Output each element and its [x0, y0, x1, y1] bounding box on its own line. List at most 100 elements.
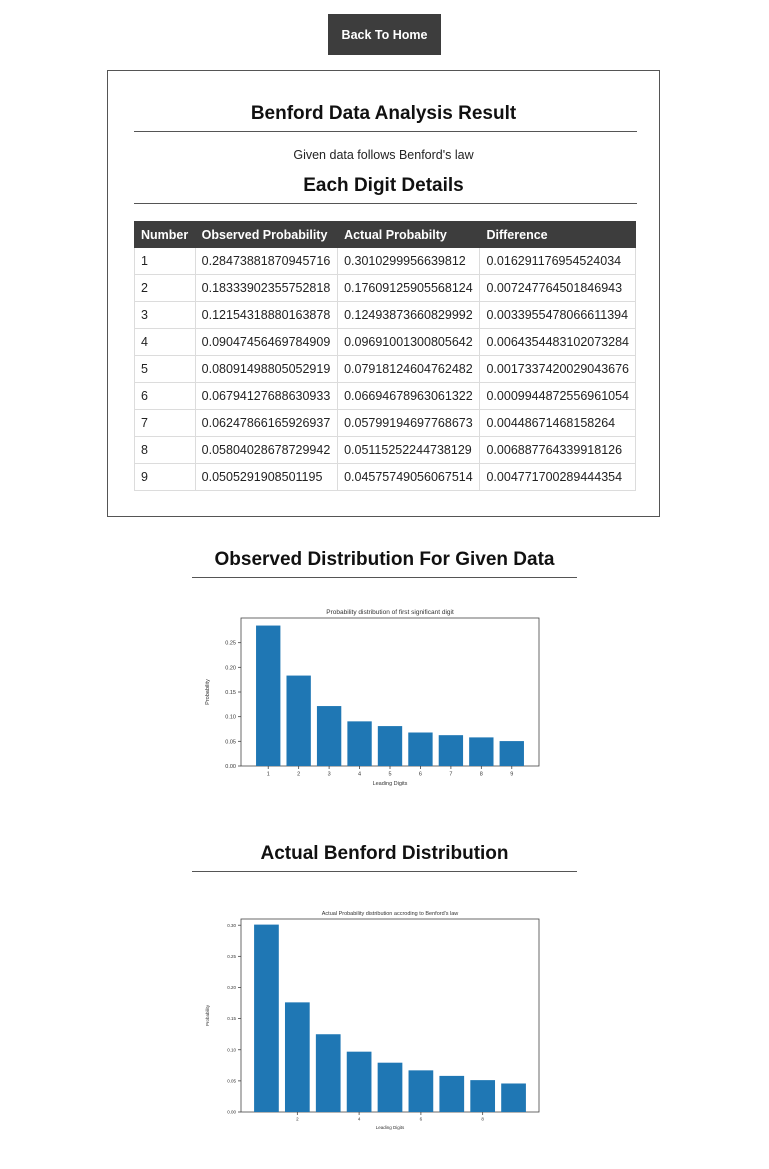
cell-number: 8: [134, 436, 196, 464]
x-tick-label: 2: [297, 772, 300, 778]
bar-digit-3: [315, 1034, 341, 1112]
bar-digit-8: [470, 1080, 496, 1112]
y-tick-label: 0.15: [225, 690, 236, 696]
x-tick-label: 1: [267, 772, 270, 778]
bar-digit-2: [284, 1002, 310, 1112]
bar-digit-5: [377, 1062, 403, 1112]
cell-observed: 0.18333902355752818: [194, 274, 339, 302]
digit-details-title: Each Digit Details: [303, 175, 464, 196]
x-tick-label: 6: [420, 1117, 423, 1122]
table-row: 2 0.18333902355752818 0.17609125905568124 0…: [134, 274, 636, 302]
cell-difference: 0.0033955478066611394: [479, 301, 636, 329]
cell-difference: 0.006887764339918126: [479, 436, 636, 464]
cell-difference: 0.0017337420029043676: [479, 355, 636, 383]
bar-digit-3: [316, 706, 342, 766]
x-tick-label: 7: [449, 772, 452, 778]
observed-distribution-title: Observed Distribution For Given Data: [214, 549, 555, 570]
x-axis-label: Leading Digits: [373, 781, 408, 787]
y-tick-label: 0.10: [227, 1047, 236, 1052]
table-row: 4 0.09047456469784909 0.09691001300805642 0…: [134, 328, 636, 356]
y-tick-label: 0.20: [225, 665, 236, 671]
cell-actual: 0.09691001300805642: [337, 328, 481, 356]
y-tick-label: 0.25: [225, 641, 236, 647]
divider: [134, 203, 637, 204]
table-row: 3 0.12154318880163878 0.12493873660829992 0…: [134, 301, 636, 329]
x-tick-label: 8: [481, 1117, 484, 1122]
actual-distribution-title: Actual Benford Distribution: [260, 843, 509, 864]
cell-actual: 0.3010299956639812: [337, 247, 481, 275]
y-tick-label: 0.05: [225, 739, 236, 745]
bar-digit-5: [377, 726, 403, 766]
table-body: 1 0.28473881870945716 0.3010299956639812 0.…: [134, 247, 636, 491]
y-axis-label: Probability: [205, 1004, 210, 1026]
bar-digit-1: [256, 625, 281, 766]
result-summary: Given data follows Benford's law: [293, 148, 474, 162]
x-tick-label: 2: [296, 1117, 299, 1122]
x-tick-label: 5: [388, 772, 391, 778]
cell-number: 9: [134, 463, 196, 491]
x-tick-label: 6: [419, 772, 422, 778]
table-row: 5 0.08091498805052919 0.07918124604762482 0…: [134, 355, 636, 383]
divider: [192, 577, 577, 578]
y-tick-label: 0.00: [225, 764, 236, 770]
bar-digit-6: [408, 1070, 434, 1112]
cell-number: 4: [134, 328, 196, 356]
table-header-row: Number Observed Probability Actual Proba…: [134, 221, 636, 248]
table-row: 8 0.05804028678729942 0.05115252244738129 0…: [134, 436, 636, 464]
table-row: 6 0.06794127688630933 0.06694678963061322 0…: [134, 382, 636, 410]
cell-number: 3: [134, 301, 196, 329]
cell-number: 5: [134, 355, 196, 383]
cell-difference: 0.0009944872556961054: [479, 382, 636, 410]
bar-digit-2: [286, 675, 311, 766]
x-tick-label: 4: [358, 1117, 361, 1122]
back-to-home-button[interactable]: Back To Home: [328, 14, 441, 55]
chart-title: Actual Probability distribution accrodin…: [322, 911, 459, 917]
bar-digit-7: [439, 1075, 465, 1112]
cell-observed: 0.06794127688630933: [194, 382, 339, 410]
x-tick-label: 8: [480, 772, 483, 778]
x-tick-label: 4: [358, 772, 361, 778]
table-row: 9 0.0505291908501195 0.04575749056067514 0.…: [134, 463, 636, 491]
y-tick-label: 0.25: [227, 954, 236, 959]
cell-actual: 0.17609125905568124: [337, 274, 481, 302]
cell-observed: 0.06247866165926937: [194, 409, 339, 437]
cell-number: 1: [134, 247, 196, 275]
bar-digit-6: [408, 732, 433, 766]
y-tick-label: 0.30: [227, 923, 236, 928]
digit-details-table: Number Observed Probability Actual Proba…: [134, 221, 636, 491]
column-header-difference: Difference: [479, 221, 636, 248]
bar-digit-9: [501, 1083, 526, 1112]
y-tick-label: 0.20: [227, 985, 236, 990]
cell-actual: 0.04575749056067514: [337, 463, 481, 491]
bar-digit-4: [347, 721, 372, 766]
bar-digit-9: [499, 741, 524, 766]
cell-actual: 0.06694678963061322: [337, 382, 481, 410]
cell-difference: 0.0064354483102073284: [479, 328, 636, 356]
divider: [192, 871, 577, 872]
y-tick-label: 0.05: [227, 1078, 236, 1083]
divider: [134, 131, 637, 132]
chart-title: Probability distribution of first signif…: [326, 609, 454, 616]
y-axis-label: Probability: [205, 679, 211, 705]
cell-observed: 0.05804028678729942: [194, 436, 339, 464]
x-axis-label: Leading Digits: [376, 1125, 405, 1130]
y-tick-label: 0.15: [227, 1016, 236, 1021]
cell-actual: 0.07918124604762482: [337, 355, 481, 383]
cell-observed: 0.0505291908501195: [194, 463, 339, 491]
x-tick-label: 3: [328, 772, 331, 778]
bar-digit-8: [469, 737, 494, 766]
cell-difference: 0.016291176954524034: [479, 247, 636, 275]
bar-digit-1: [254, 924, 279, 1112]
bar-digit-4: [346, 1051, 372, 1112]
cell-observed: 0.12154318880163878: [194, 301, 339, 329]
column-header-number: Number: [134, 221, 196, 248]
result-title: Benford Data Analysis Result: [250, 103, 517, 124]
table-row: 7 0.06247866165926937 0.05799194697768673 0…: [134, 409, 636, 437]
cell-difference: 0.007247764501846943: [479, 274, 636, 302]
y-tick-label: 0.10: [225, 715, 236, 721]
y-tick-label: 0.00: [227, 1110, 236, 1115]
cell-difference: 0.00448671468158264: [479, 409, 636, 437]
cell-observed: 0.28473881870945716: [194, 247, 339, 275]
